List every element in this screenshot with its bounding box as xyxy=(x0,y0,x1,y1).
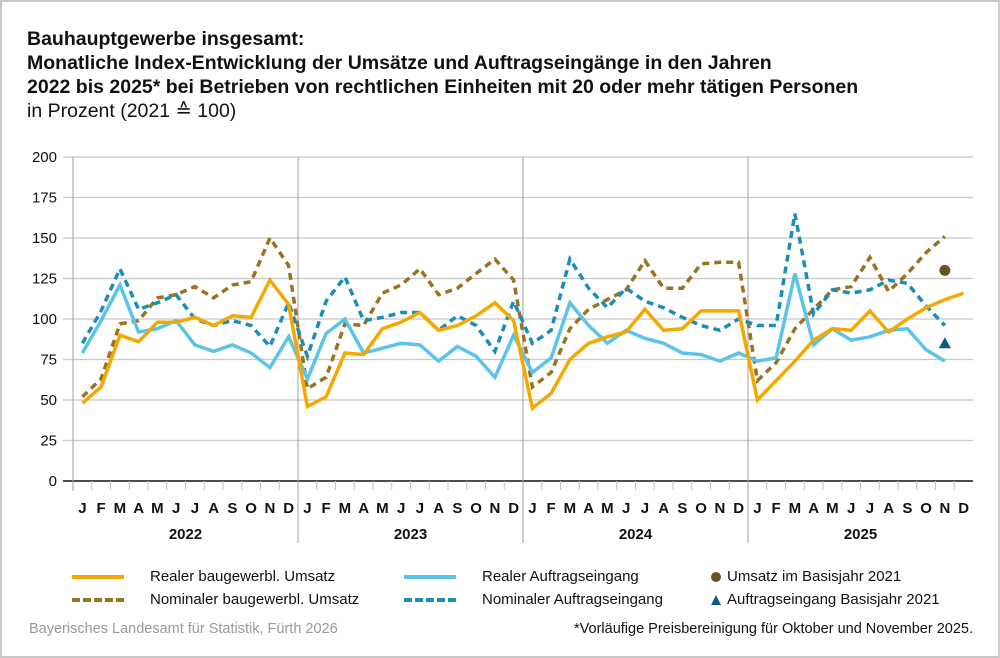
legend-label-basis-umsatz: Umsatz im Basisjahr 2021 xyxy=(727,568,902,585)
year-label: 2023 xyxy=(394,526,427,543)
y-tick-label: 100 xyxy=(32,311,57,328)
x-tick-label: F xyxy=(97,500,106,517)
x-tick-label: A xyxy=(358,500,369,517)
y-tick-label: 0 xyxy=(49,473,57,490)
year-label: 2022 xyxy=(169,526,202,543)
x-tick-label: D xyxy=(958,500,969,517)
legend-label-real-umsatz: Realer baugewerbl. Umsatz xyxy=(150,568,336,585)
x-tick-label: N xyxy=(489,500,500,517)
x-tick-label: M xyxy=(601,500,614,517)
chart-title: Bauhauptgewerbe insgesamt: Monatliche In… xyxy=(27,27,858,123)
legend-swatch-nominal-umsatz xyxy=(72,597,124,602)
x-tick-label: F xyxy=(772,500,781,517)
x-tick-label: S xyxy=(677,500,687,517)
legend-item-nominal-auftrag: Nominaler Auftragseingang xyxy=(404,591,663,608)
year-label: 2024 xyxy=(619,526,653,543)
triangle-marker-icon xyxy=(711,594,721,605)
series-line-real-umsatz xyxy=(81,276,965,412)
series-line-nominal-umsatz xyxy=(81,234,947,399)
x-tick-label: F xyxy=(322,500,331,517)
x-tick-label: O xyxy=(920,500,932,517)
x-tick-label: J xyxy=(78,500,86,517)
y-tick-label: 150 xyxy=(32,230,57,247)
x-tick-label: J xyxy=(622,500,630,517)
footnote: *Vorläufige Preisbereinigung für Oktober… xyxy=(574,621,973,637)
marker-basis-auftrag xyxy=(938,337,951,349)
x-tick-label: D xyxy=(508,500,519,517)
x-tick-label: A xyxy=(883,500,894,517)
x-tick-label: A xyxy=(583,500,594,517)
legend-label-real-auftrag: Realer Auftragseingang xyxy=(482,568,639,585)
x-tick-label: M xyxy=(564,500,577,517)
x-tick-label: M xyxy=(789,500,802,517)
x-tick-label: M xyxy=(151,500,164,517)
x-tick-label: M xyxy=(114,500,127,517)
legend-item-nominal-umsatz: Nominaler baugewerbl. Umsatz xyxy=(72,591,359,608)
x-tick-label: J xyxy=(866,500,874,517)
title-line-3: 2022 bis 2025* bei Betrieben von rechtli… xyxy=(27,76,859,98)
x-tick-label: S xyxy=(227,500,237,517)
x-tick-label: M xyxy=(339,500,352,517)
x-tick-label: A xyxy=(433,500,444,517)
x-tick-label: J xyxy=(416,500,424,517)
legend-item-basis-umsatz: Umsatz im Basisjahr 2021 xyxy=(711,568,901,585)
legend-swatch-real-umsatz xyxy=(72,574,124,579)
x-tick-label: O xyxy=(470,500,482,517)
x-tick-label: D xyxy=(283,500,294,517)
y-tick-label: 200 xyxy=(32,149,57,166)
legend-label-nominal-umsatz: Nominaler baugewerbl. Umsatz xyxy=(150,591,360,608)
x-tick-label: A xyxy=(658,500,669,517)
x-tick-label: D xyxy=(733,500,744,517)
title-line-1: Bauhauptgewerbe insgesamt: xyxy=(27,28,305,50)
legend-label-nominal-auftrag: Nominaler Auftragseingang xyxy=(482,591,663,608)
x-tick-label: J xyxy=(528,500,536,517)
x-tick-label: A xyxy=(133,500,144,517)
x-tick-label: J xyxy=(303,500,311,517)
x-tick-label: S xyxy=(452,500,462,517)
x-tick-label: O xyxy=(695,500,707,517)
x-tick-label: A xyxy=(808,500,819,517)
legend-item-basis-auftrag: Auftragseingang Basisjahr 2021 xyxy=(711,591,940,608)
year-label: 2025 xyxy=(844,526,877,543)
y-tick-label: 125 xyxy=(32,271,57,288)
y-tick-label: 50 xyxy=(40,392,57,409)
x-tick-label: J xyxy=(191,500,199,517)
legend-item-real-auftrag: Realer Auftragseingang xyxy=(404,568,639,585)
circle-marker-icon xyxy=(711,571,721,582)
series-line-real-auftrag xyxy=(80,273,946,384)
x-tick-label: N xyxy=(939,500,950,517)
legend-swatch-nominal-auftrag xyxy=(404,597,456,602)
legend-swatch-real-auftrag xyxy=(404,574,456,579)
x-tick-label: J xyxy=(397,500,405,517)
x-tick-label: J xyxy=(641,500,649,517)
chart-subtitle: in Prozent (2021 ≙ 100) xyxy=(27,100,237,122)
x-tick-label: J xyxy=(847,500,855,517)
x-tick-label: M xyxy=(826,500,839,517)
source-note: Bayerisches Landesamt für Statistik, Für… xyxy=(29,621,338,637)
x-tick-label: N xyxy=(264,500,275,517)
y-tick-label: 175 xyxy=(32,190,57,207)
legend-label-basis-auftrag: Auftragseingang Basisjahr 2021 xyxy=(727,591,940,608)
x-tick-label: J xyxy=(172,500,180,517)
x-tick-label: M xyxy=(376,500,389,517)
marker-basis-umsatz xyxy=(939,264,951,276)
series-line-nominal-auftrag xyxy=(80,213,947,362)
x-tick-label: S xyxy=(902,500,912,517)
x-tick-label: F xyxy=(547,500,556,517)
y-tick-label: 75 xyxy=(40,352,57,369)
x-tick-label: O xyxy=(245,500,257,517)
y-tick-label: 25 xyxy=(40,433,57,450)
x-tick-label: J xyxy=(753,500,761,517)
legend-item-real-umsatz: Realer baugewerbl. Umsatz xyxy=(72,568,335,585)
x-tick-label: A xyxy=(208,500,219,517)
title-line-2: Monatliche Index-Entwicklung der Umsätze… xyxy=(27,52,772,74)
x-tick-label: N xyxy=(714,500,725,517)
